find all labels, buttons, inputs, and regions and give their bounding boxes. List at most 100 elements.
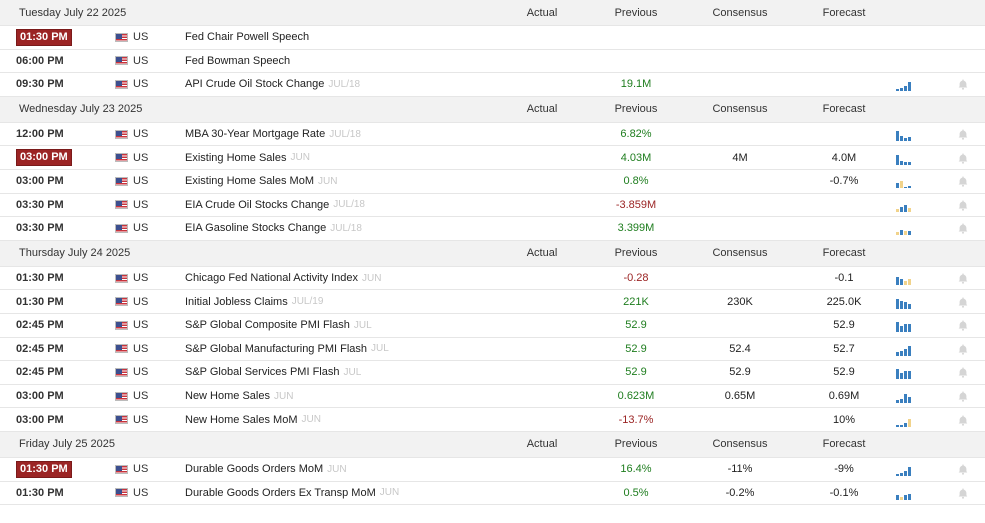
event-cell: Existing Home Sales JUN bbox=[185, 146, 515, 169]
event-name-link[interactable]: S&P Global Manufacturing PMI Flash bbox=[185, 342, 367, 355]
sparkline-chart[interactable] bbox=[896, 389, 911, 404]
consensus-value bbox=[700, 408, 780, 431]
bell-icon[interactable] bbox=[958, 297, 968, 308]
us-flag-icon bbox=[115, 344, 128, 354]
event-row[interactable]: 03:00 PM US Existing Home Sales JUN 4.03M 4M 4… bbox=[0, 146, 985, 170]
bell-icon[interactable] bbox=[958, 415, 968, 426]
event-time: 03:00 PM bbox=[16, 385, 106, 408]
country-cell: US bbox=[115, 217, 175, 240]
sparkline-chart[interactable] bbox=[896, 318, 911, 333]
bell-icon[interactable] bbox=[958, 79, 968, 91]
bell-icon[interactable] bbox=[958, 367, 968, 379]
event-name-link[interactable]: Chicago Fed National Activity Index bbox=[185, 272, 359, 285]
country-cell: US bbox=[115, 338, 175, 361]
sparkline-chart[interactable] bbox=[896, 127, 911, 142]
event-name-link[interactable]: New Home Sales bbox=[185, 390, 270, 403]
event-row[interactable]: 02:45 PM US S&P Global Composite PMI Flash… bbox=[0, 313, 985, 338]
previous-value: -0.28 bbox=[623, 272, 649, 285]
event-row[interactable]: 02:45 PM US S&P Global Services PMI Flash J… bbox=[0, 361, 985, 385]
event-row[interactable]: 03:00 PM US New Home Sales JUN 0.623M 0.65M 0.… bbox=[0, 384, 985, 409]
bell-icon[interactable] bbox=[958, 344, 968, 355]
event-row[interactable]: 03:00 PM US New Home Sales MoM JUN -13.7% 10% bbox=[0, 408, 985, 432]
column-header-actual: Actual bbox=[526, 247, 558, 260]
bell-icon[interactable] bbox=[958, 320, 968, 331]
event-row[interactable]: 01:30 PM US Initial Jobless Claims JUL/19 22… bbox=[0, 290, 985, 314]
alert-cell bbox=[956, 408, 970, 431]
event-name-link[interactable]: Existing Home Sales bbox=[185, 151, 287, 164]
event-name-link[interactable]: Fed Chair Powell Speech bbox=[185, 31, 310, 44]
forecast-value: 10% bbox=[832, 413, 856, 426]
bell-icon[interactable] bbox=[958, 273, 968, 284]
sparkline-bar bbox=[900, 206, 903, 212]
actual-value bbox=[506, 385, 578, 408]
sparkline-chart[interactable] bbox=[896, 295, 911, 309]
us-flag-icon bbox=[115, 273, 128, 283]
sparkline-chart[interactable] bbox=[896, 365, 911, 380]
sparkline-bar bbox=[904, 161, 907, 165]
country-code: US bbox=[133, 128, 149, 141]
event-row[interactable]: 03:30 PM US EIA Gasoline Stocks Change JUL/… bbox=[0, 217, 985, 241]
bell-icon[interactable] bbox=[958, 200, 968, 211]
consensus-value: 52.9 bbox=[729, 366, 751, 379]
event-name-link[interactable]: Fed Bowman Speech bbox=[185, 54, 291, 67]
event-name-link[interactable]: Durable Goods Orders MoM bbox=[185, 463, 324, 476]
sparkline-chart[interactable] bbox=[896, 221, 911, 236]
forecast-value: -0.1 bbox=[834, 272, 854, 285]
event-row[interactable]: 01:30 PM US Fed Chair Powell Speech bbox=[0, 26, 985, 50]
column-header-actual: Actual bbox=[526, 6, 558, 19]
event-row[interactable]: 09:30 PM US API Crude Oil Stock Change JUL/… bbox=[0, 73, 985, 97]
sparkline-chart[interactable] bbox=[896, 151, 911, 165]
event-row[interactable]: 01:30 PM US Durable Goods Orders MoM JUN 16.… bbox=[0, 457, 985, 482]
event-name-link[interactable]: Initial Jobless Claims bbox=[185, 295, 288, 308]
event-name-link[interactable]: MBA 30-Year Mortgage Rate bbox=[185, 128, 326, 141]
bell-icon[interactable] bbox=[958, 223, 968, 235]
country-code: US bbox=[133, 175, 149, 188]
sparkline-bar bbox=[908, 137, 911, 142]
sparkline-chart[interactable] bbox=[896, 198, 911, 212]
bell-icon[interactable] bbox=[958, 153, 968, 164]
forecast-value bbox=[805, 217, 883, 240]
event-name-link[interactable]: API Crude Oil Stock Change bbox=[185, 78, 325, 91]
bell-icon[interactable] bbox=[958, 129, 968, 140]
event-name-link[interactable]: Existing Home Sales MoM bbox=[185, 175, 314, 188]
sparkline-chart[interactable] bbox=[896, 271, 911, 286]
sparkline-chart[interactable] bbox=[896, 462, 911, 477]
bell-icon[interactable] bbox=[958, 176, 968, 187]
sparkline-chart[interactable] bbox=[896, 342, 911, 356]
event-row[interactable]: 03:30 PM US EIA Crude Oil Stocks Change JUL… bbox=[0, 193, 985, 218]
sparkline-chart[interactable] bbox=[896, 77, 911, 92]
event-name-link[interactable]: S&P Global Composite PMI Flash bbox=[185, 319, 350, 332]
sparkline-bar bbox=[896, 232, 899, 236]
sparkline-bar bbox=[908, 279, 911, 286]
alert-cell bbox=[956, 314, 970, 337]
event-time: 02:45 PM bbox=[16, 314, 106, 337]
sparkline-cell bbox=[896, 338, 926, 361]
event-period: JUL bbox=[343, 366, 362, 378]
country-code: US bbox=[133, 413, 149, 426]
event-time-text: 12:00 PM bbox=[16, 128, 64, 141]
event-name-link[interactable]: Durable Goods Orders Ex Transp MoM bbox=[185, 486, 376, 499]
sparkline-chart[interactable] bbox=[896, 413, 911, 427]
bell-icon[interactable] bbox=[958, 391, 968, 402]
event-row[interactable]: 12:00 PM US MBA 30-Year Mortgage Rate JUL/1… bbox=[0, 122, 985, 147]
actual-value bbox=[506, 146, 578, 169]
event-period: JUL/19 bbox=[291, 296, 324, 308]
event-row[interactable]: 02:45 PM US S&P Global Manufacturing PMI F… bbox=[0, 337, 985, 362]
event-name-link[interactable]: S&P Global Services PMI Flash bbox=[185, 366, 340, 379]
actual-value bbox=[506, 50, 578, 73]
event-row[interactable]: 06:00 PM US Fed Bowman Speech bbox=[0, 49, 985, 74]
bell-icon[interactable] bbox=[958, 488, 968, 499]
event-name-link[interactable]: EIA Crude Oil Stocks Change bbox=[185, 198, 330, 211]
sparkline-chart[interactable] bbox=[896, 174, 911, 189]
column-header-consensus: Consensus bbox=[712, 438, 768, 451]
event-row[interactable]: 03:00 PM US Existing Home Sales MoM JUN 0.8%… bbox=[0, 169, 985, 194]
actual-value bbox=[506, 408, 578, 431]
event-name-link[interactable]: New Home Sales MoM bbox=[185, 413, 298, 426]
event-row[interactable]: 01:30 PM US Chicago Fed National Activity … bbox=[0, 266, 985, 291]
event-name-link[interactable]: EIA Gasoline Stocks Change bbox=[185, 222, 327, 235]
event-row[interactable]: 01:30 PM US Durable Goods Orders Ex Transp… bbox=[0, 481, 985, 506]
sparkline-bar bbox=[904, 422, 907, 427]
sparkline-chart[interactable] bbox=[896, 486, 911, 500]
bell-icon[interactable] bbox=[958, 464, 968, 475]
sparkline-bar bbox=[896, 400, 899, 404]
